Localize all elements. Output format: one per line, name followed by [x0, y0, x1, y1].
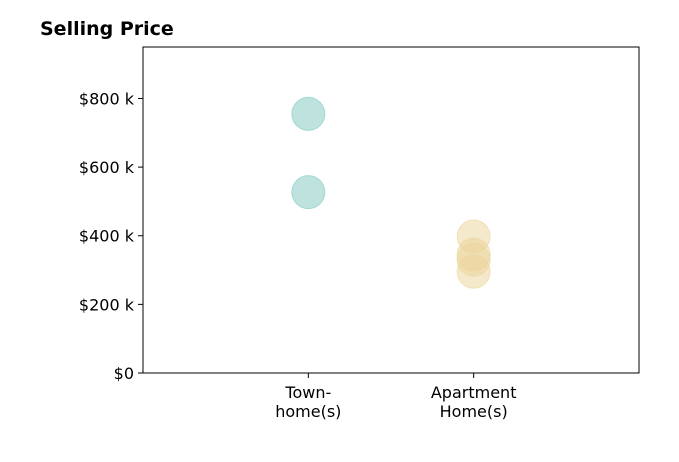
y-tick-label: $400 k: [79, 227, 135, 246]
plot-area: [291, 96, 491, 289]
y-axis: $0 $200 k $400 k $600 k $800 k: [79, 89, 143, 383]
x-tick-label: Town-home(s): [275, 383, 341, 421]
y-tick-label: $600 k: [79, 158, 135, 177]
data-point: [456, 254, 491, 289]
chart-title: Selling Price: [40, 18, 174, 40]
x-tick-label: Apartment Home(s): [431, 383, 517, 421]
y-tick-label: $800 k: [79, 89, 135, 108]
plot-frame: [142, 46, 640, 374]
data-point: [291, 175, 326, 210]
y-tick-label: $0: [114, 364, 134, 383]
x-axis: Town-home(s) Apartment Home(s): [275, 373, 516, 421]
y-tick-label: $200 k: [79, 295, 135, 314]
data-point: [291, 96, 326, 131]
